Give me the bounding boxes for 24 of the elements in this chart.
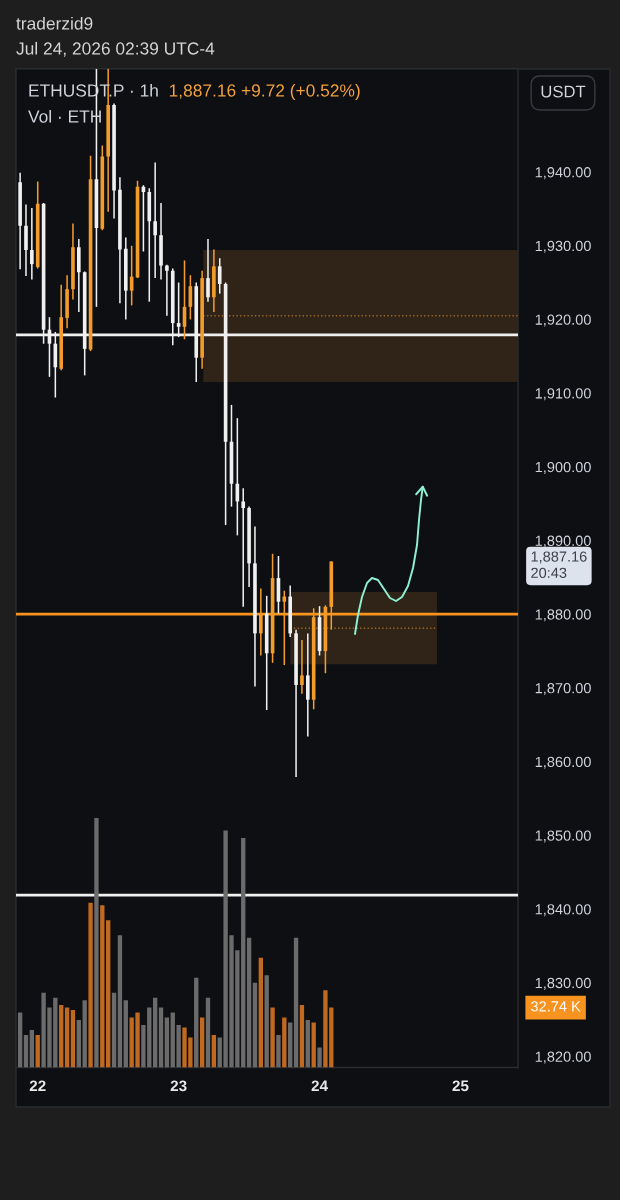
- y-tick-label: 1,860.00: [535, 756, 591, 769]
- y-tick-label: 1,820.00: [535, 1051, 591, 1064]
- y-axis-title: USDT: [541, 85, 586, 98]
- y-tick-label: 1,930.00: [535, 240, 591, 253]
- x-tick-label: 22: [29, 1080, 46, 1092]
- y-tick-label: 1,870.00: [535, 683, 591, 696]
- text: 1,887.16: [531, 551, 587, 564]
- x-tick-label: 24: [311, 1080, 328, 1092]
- text: 20:43: [531, 567, 567, 578]
- y-tick-label: 1,940.00: [535, 167, 591, 180]
- y-tick-label: 1,880.00: [535, 609, 591, 622]
- text: 1,887.16 +9.72 (+0.52%): [169, 83, 360, 101]
- y-tick-label: 1,850.00: [535, 830, 591, 843]
- y-tick-label: 1,910.00: [535, 388, 591, 401]
- y-tick-label: 1,920.00: [535, 314, 591, 327]
- y-tick-label: 1,840.00: [535, 904, 591, 917]
- text: traderzid9: [16, 16, 93, 30]
- y-tick-label: 1,900.00: [535, 461, 591, 474]
- y-tick-label: 1,890.00: [535, 535, 591, 548]
- text: Jul 24, 2026 02:39 UTC-4: [16, 41, 215, 57]
- y-tick-label: 1,830.00: [535, 977, 591, 990]
- x-tick-label: 23: [170, 1080, 187, 1092]
- x-tick-label: 25: [452, 1080, 469, 1092]
- text: 32.74 K: [531, 1001, 581, 1012]
